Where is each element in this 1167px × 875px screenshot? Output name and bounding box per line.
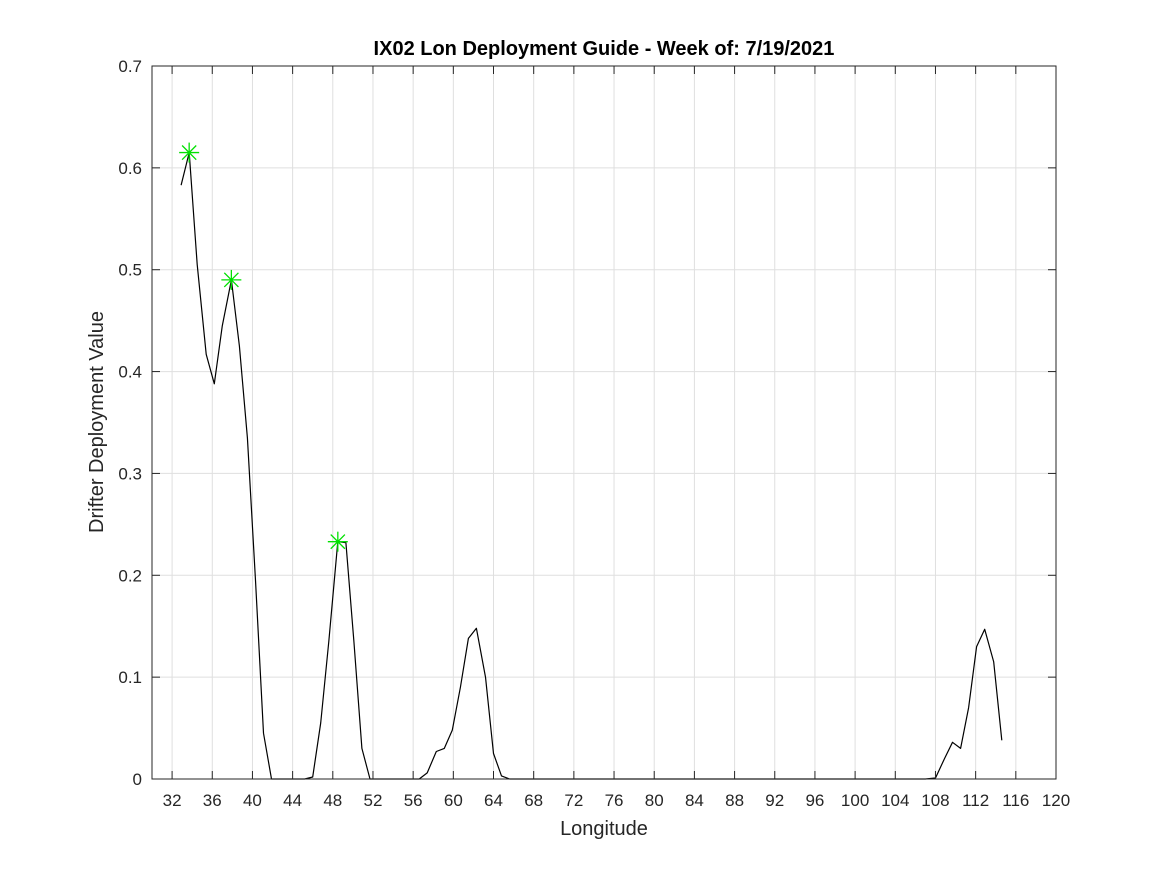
x-axis-label: Longitude [560, 818, 648, 840]
y-tick-label: 0 [133, 770, 142, 789]
grid [152, 65, 1057, 780]
x-tick-label: 52 [364, 791, 383, 810]
peak-marker [327, 531, 348, 552]
x-tick-label: 68 [524, 791, 543, 810]
peak-marker [179, 142, 200, 163]
x-tick-label: 108 [921, 791, 949, 810]
x-tick-label: 60 [444, 791, 463, 810]
x-tick-label: 76 [605, 791, 624, 810]
y-tick-label: 0.4 [118, 363, 142, 382]
y-tick-label: 0.6 [118, 159, 142, 178]
x-tick-label: 64 [484, 791, 503, 810]
x-tick-label: 80 [645, 791, 664, 810]
x-tick-label: 36 [203, 791, 222, 810]
plot-area [152, 66, 1056, 779]
x-tick-label: 120 [1042, 791, 1070, 810]
x-tick-label: 96 [805, 791, 824, 810]
x-tick-label: 104 [881, 791, 909, 810]
peak-marker [221, 269, 242, 290]
peak-markers [179, 142, 348, 552]
chart-title: IX02 Lon Deployment Guide - Week of: 7/1… [374, 38, 835, 60]
x-tick-label: 32 [163, 791, 182, 810]
y-tick-label: 0.3 [118, 464, 142, 483]
x-tick-label: 84 [685, 791, 704, 810]
y-tick-label: 0.5 [118, 261, 142, 280]
x-tick-label: 56 [404, 791, 423, 810]
y-tick-label: 0.7 [118, 57, 142, 76]
marker-stroke [330, 534, 346, 550]
y-axis-label: Drifter Deployment Value [86, 311, 108, 533]
x-tick-label: 100 [841, 791, 869, 810]
x-tick-label: 112 [962, 791, 989, 810]
x-tick-label: 116 [1002, 791, 1029, 810]
y-tick-label: 0.2 [118, 566, 142, 585]
ticks: 32 36 40 44 48 52 56 60 64 68 72 76 80 84 88 92 96 100 104… [118, 57, 1070, 810]
x-tick-label: 92 [765, 791, 784, 810]
x-tick-label: 48 [323, 791, 342, 810]
x-tick-label: 44 [283, 791, 302, 810]
marker-stroke [223, 272, 239, 288]
x-tick-label: 88 [725, 791, 744, 810]
y-tick-label: 0.1 [118, 668, 142, 687]
axes-box [151, 65, 1057, 780]
marker-stroke [181, 145, 197, 161]
x-tick-label: 72 [564, 791, 583, 810]
x-tick-label: 40 [243, 791, 262, 810]
